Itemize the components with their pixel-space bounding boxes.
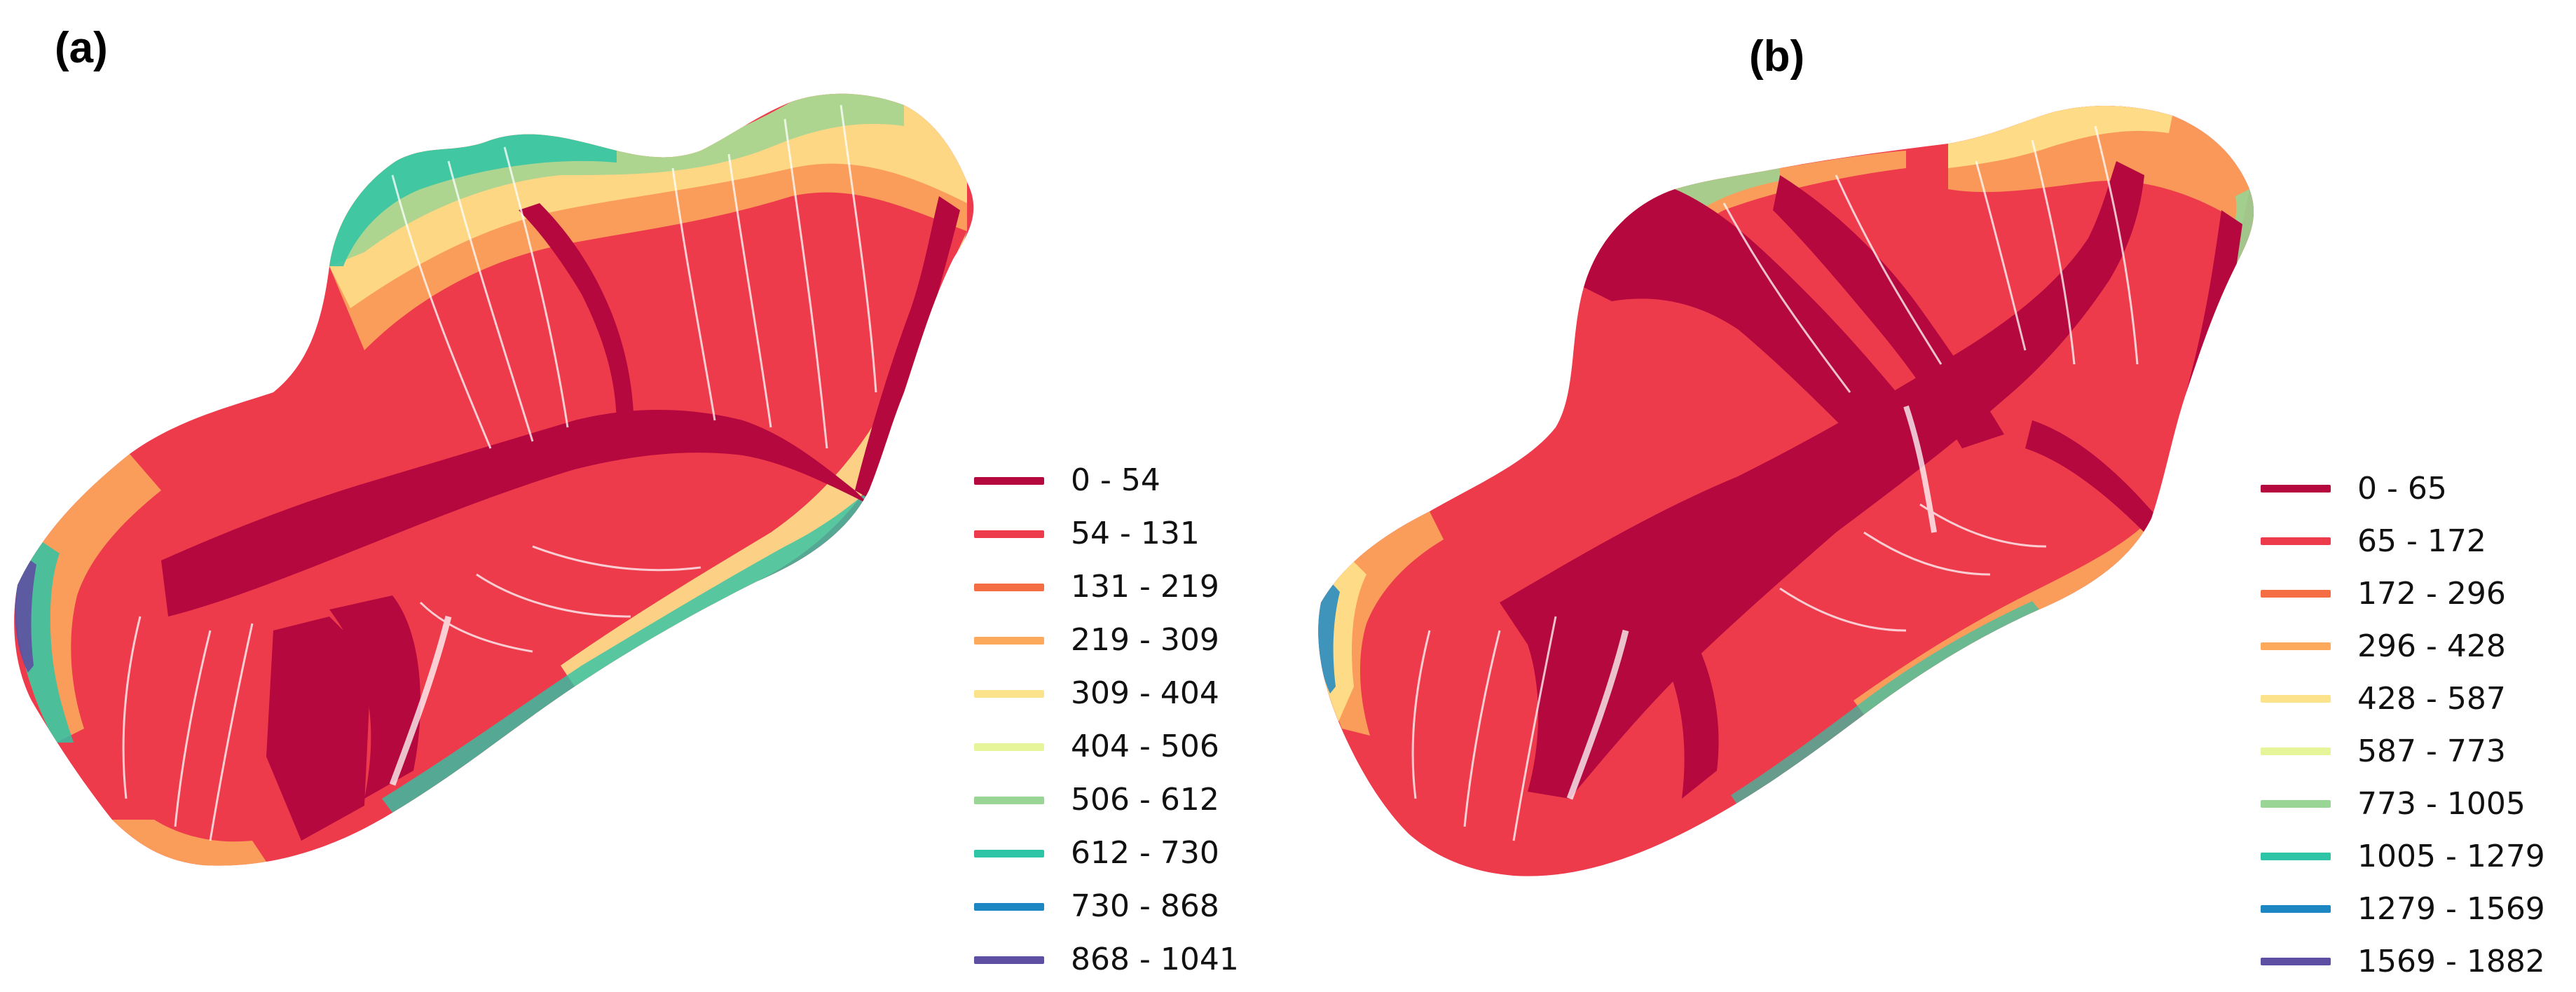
legend-swatch: [2261, 537, 2331, 545]
legend-label: 730 - 868: [1071, 888, 1219, 924]
legend-item: 65 - 172: [2261, 515, 2545, 567]
legend-item: 1279 - 1569: [2261, 883, 2545, 935]
band-bottom-tip: [112, 820, 266, 866]
legend-label: 773 - 1005: [2357, 785, 2526, 822]
band-edge-light: [561, 231, 967, 687]
legend-swatch: [2261, 485, 2331, 492]
legend-item: 296 - 428: [2261, 620, 2545, 673]
band-teal: [329, 134, 617, 266]
legend-item: 587 - 773: [2261, 725, 2545, 778]
legend-label: 131 - 219: [1071, 569, 1219, 605]
legend-label: 65 - 172: [2357, 523, 2486, 559]
panel-label: (b): [1749, 32, 1805, 81]
band-top-green: [1671, 168, 1780, 231]
legend-item: 773 - 1005: [2261, 778, 2545, 830]
legend-swatch: [2261, 800, 2331, 808]
legend-swatch: [2261, 590, 2331, 598]
flowlines: [1411, 125, 2139, 841]
band-tip-purple: [15, 558, 36, 673]
flowlines: [122, 104, 877, 841]
band-green: [329, 93, 904, 266]
legend-label: 1279 - 1569: [2357, 890, 2545, 927]
legend-swatch: [2261, 642, 2331, 650]
legend-item: 868 - 1041: [974, 933, 1239, 986]
legend-swatch: [2261, 853, 2331, 860]
legend: 0 - 65 65 - 172 172 - 296 296 - 428 428 …: [2261, 462, 2545, 988]
legend-swatch: [2261, 695, 2331, 703]
legend-swatch: [2261, 958, 2331, 965]
legend-label: 296 - 428: [2357, 628, 2506, 664]
flow-path-map: [1318, 105, 2254, 876]
legend-label: 309 - 404: [1071, 675, 1219, 711]
legend-label: 506 - 612: [1071, 782, 1219, 818]
panel-b: (b): [1289, 0, 2576, 992]
legend-swatch: [974, 956, 1044, 964]
legend-item: 506 - 612: [974, 773, 1239, 827]
legend-item: 612 - 730: [974, 827, 1239, 880]
band-tip-blue: [1318, 584, 1340, 694]
legend-swatch: [974, 796, 1044, 804]
flow-path-map: [14, 93, 974, 866]
legend-swatch: [974, 530, 1044, 538]
dark-patch: [1654, 616, 1719, 799]
legend-label: 54 - 131: [1071, 516, 1200, 551]
legend-swatch: [974, 583, 1044, 591]
main-channel: [161, 410, 869, 616]
legend-label: 0 - 65: [2357, 470, 2447, 507]
legend-item: 309 - 404: [974, 667, 1239, 720]
legend-item: 54 - 131: [974, 507, 1239, 560]
legend-swatch: [974, 476, 1044, 485]
band-edge-teal: [382, 490, 869, 813]
legend-swatch: [2261, 748, 2331, 755]
band-edge-teal: [1731, 601, 2039, 806]
legend-swatch: [2261, 905, 2331, 913]
legend-label: 0 - 54: [1071, 462, 1160, 498]
legend-label: 1569 - 1882: [2357, 943, 2545, 979]
legend-item: 172 - 296: [2261, 567, 2545, 620]
legend-item: 0 - 65: [2261, 462, 2545, 515]
legend-swatch: [974, 689, 1044, 698]
dark-patch: [266, 616, 371, 841]
legend-swatch: [974, 636, 1044, 645]
legend-label: 1005 - 1279: [2357, 838, 2545, 874]
channel-upper-left: [1584, 189, 1920, 448]
channel-outlet: [2025, 420, 2158, 532]
channel-upper-mid: [1773, 175, 2004, 448]
legend-label: 868 - 1041: [1071, 942, 1239, 977]
band-light: [1948, 105, 2172, 168]
legend-item: 219 - 309: [974, 614, 1239, 667]
panel-a: (a): [14, 24, 1239, 986]
legend-item: 131 - 219: [974, 560, 1239, 614]
legend-label: 219 - 309: [1071, 622, 1219, 658]
legend-item: 1569 - 1882: [2261, 935, 2545, 988]
dark-patch-2: [329, 595, 420, 799]
legend-label: 587 - 773: [2357, 733, 2506, 769]
legend-swatch: [974, 849, 1044, 857]
legend-item: 428 - 587: [2261, 673, 2545, 725]
legend-swatch: [974, 743, 1044, 751]
legend-label: 612 - 730: [1071, 835, 1219, 871]
legend-label: 404 - 506: [1071, 729, 1219, 764]
legend-item: 730 - 868: [974, 880, 1239, 933]
panel-label: (a): [55, 24, 108, 72]
legend-item: 0 - 54: [974, 454, 1239, 507]
legend-swatch: [974, 902, 1044, 911]
channel-upper-mid: [519, 203, 634, 434]
legend-label: 428 - 587: [2357, 680, 2506, 717]
channel-upper-right: [855, 196, 960, 504]
legend-item: 1005 - 1279: [2261, 830, 2545, 883]
legend-label: 172 - 296: [2357, 575, 2506, 612]
legend: 0 - 54 54 - 131 131 - 219 219 - 309 309 …: [974, 454, 1239, 986]
legend-item: 404 - 506: [974, 720, 1239, 773]
